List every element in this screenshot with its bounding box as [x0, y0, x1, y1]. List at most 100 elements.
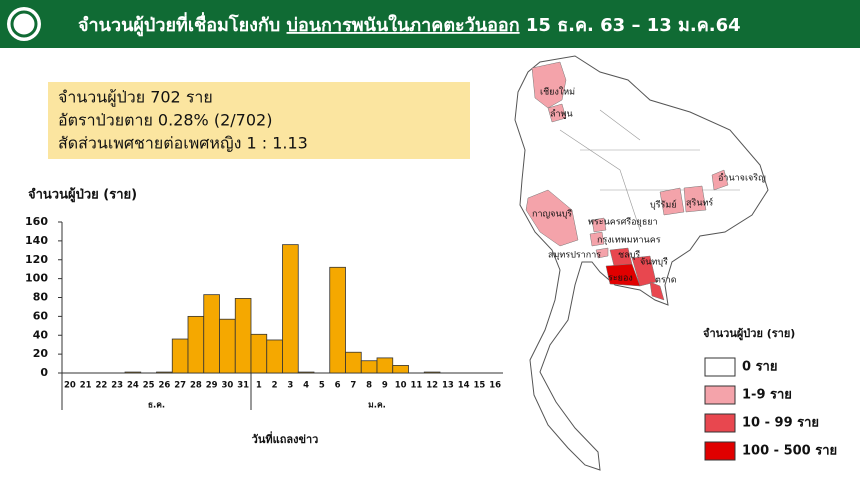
x-tick-label: 24	[127, 381, 139, 391]
x-tick-label: 12	[426, 381, 438, 391]
info-box	[48, 82, 470, 159]
bar	[329, 266, 346, 374]
info-line: อัตราป่วยตาย 0.28% (2/702)	[58, 111, 272, 130]
province	[589, 231, 605, 247]
info-line: จำนวนผู้ป่วย 702 ราย	[58, 88, 213, 108]
bar	[203, 294, 220, 374]
bar	[219, 318, 236, 374]
x-tick-label: 30	[221, 381, 233, 391]
bar	[124, 371, 142, 374]
x-tick-label: 23	[111, 381, 123, 391]
bar	[376, 357, 394, 374]
legend-swatch	[704, 385, 736, 405]
y-tick-label: 140	[25, 234, 48, 247]
x-tick-label: 14	[458, 381, 470, 391]
header-title: จำนวนผู้ป่วยที่เชื่อมโยงกับ บ่อนการพนันใ…	[78, 12, 741, 37]
y-tick-label: 160	[25, 215, 48, 228]
bar	[234, 298, 252, 374]
legend-swatch	[704, 441, 736, 461]
bar	[171, 338, 189, 374]
x-tick-label: 6	[335, 381, 341, 391]
title-part: บ่อนการพนันในภาคตะวันออก	[287, 14, 520, 36]
province-label: สมุทรปราการ	[548, 251, 601, 261]
y-tick-label: 120	[25, 253, 48, 266]
province	[683, 185, 707, 213]
bar	[360, 360, 378, 374]
province-label: ตราด	[655, 276, 677, 286]
info-line: สัดส่วนเพศชายต่อเพศหญิง 1 : 1.13	[58, 134, 308, 153]
bar	[266, 339, 283, 374]
province	[591, 217, 607, 233]
province-label: พระนครศรีอยุธยา	[588, 217, 658, 228]
month-label: ม.ค.	[368, 401, 386, 411]
x-tick-label: 20	[64, 381, 76, 391]
legend-title: จำนวนผู้ป่วย (ราย)	[703, 327, 795, 341]
x-tick-label: 9	[382, 381, 388, 391]
bar	[345, 351, 362, 374]
province	[547, 103, 567, 123]
y-tick-label: 100	[25, 272, 48, 285]
y-tick-label: 20	[33, 347, 49, 360]
logo-ring	[10, 10, 38, 38]
legend-label: 100 - 500 ราย	[742, 444, 837, 459]
y-axis-label: จำนวนผู้ป่วย (ราย)	[28, 187, 137, 203]
title-part: จำนวนผู้ป่วยที่เชื่อมโยงกับ	[78, 12, 287, 37]
title-part: 15 ธ.ค. 63 – 13 ม.ค.64	[520, 15, 741, 36]
month-label: ธ.ค.	[148, 401, 165, 411]
y-tick-label: 60	[33, 309, 49, 322]
province	[605, 263, 641, 287]
x-tick-label: 2	[272, 381, 278, 391]
province-label: กรุงเทพมหานคร	[597, 236, 661, 246]
legend-label: 0 ราย	[742, 360, 777, 375]
x-tick-label: 11	[410, 381, 422, 391]
x-tick-label: 22	[95, 381, 107, 391]
province	[525, 189, 579, 247]
x-tick-label: 1	[256, 381, 262, 391]
y-tick-label: 0	[40, 366, 48, 379]
legend-swatch	[704, 357, 736, 377]
province	[649, 281, 665, 301]
x-tick-label: 13	[442, 381, 454, 391]
x-tick-label: 21	[80, 381, 92, 391]
x-tick-label: 8	[366, 381, 372, 391]
legend-label: 10 - 99 ราย	[742, 416, 819, 431]
province-label: ลำพูน	[550, 109, 573, 120]
x-tick-label: 15	[473, 381, 485, 391]
province-label: บุรีรัมย์	[650, 199, 677, 211]
x-tick-label: 5	[319, 381, 325, 391]
y-tick-label: 40	[33, 328, 49, 341]
x-axis-label: วันที่แถลงข่าว	[252, 431, 319, 446]
province	[659, 187, 685, 216]
bar	[392, 365, 409, 374]
legend-label: 1-9 ราย	[742, 388, 792, 403]
x-tick-label: 28	[190, 381, 202, 391]
province-label: สุรินทร์	[686, 197, 713, 209]
bar	[423, 371, 441, 374]
province	[595, 247, 609, 259]
bar	[156, 371, 173, 374]
x-tick-label: 4	[303, 381, 309, 391]
province-label: กาญจนบุรี	[532, 209, 572, 220]
province-label: ชลบุรี	[618, 250, 640, 261]
y-tick-label: 80	[33, 291, 49, 304]
map-borders	[559, 109, 740, 231]
province-label: ระยอง	[608, 274, 633, 284]
bar	[297, 371, 315, 374]
province	[711, 169, 729, 191]
province	[631, 255, 657, 287]
x-tick-label: 16	[489, 381, 501, 391]
x-tick-label: 3	[287, 381, 293, 391]
province-label: อำนาจเจริญ	[718, 173, 766, 184]
province	[531, 61, 567, 109]
x-tick-label: 7	[350, 381, 356, 391]
x-tick-label: 25	[143, 381, 155, 391]
bar	[187, 315, 205, 374]
bar	[282, 244, 299, 374]
header-bar	[0, 0, 860, 48]
x-tick-label: 31	[237, 381, 249, 391]
x-tick-label: 27	[174, 381, 186, 391]
bar	[250, 333, 268, 374]
legend-swatch	[704, 413, 736, 433]
province-label: เชียงใหม่	[540, 87, 575, 98]
